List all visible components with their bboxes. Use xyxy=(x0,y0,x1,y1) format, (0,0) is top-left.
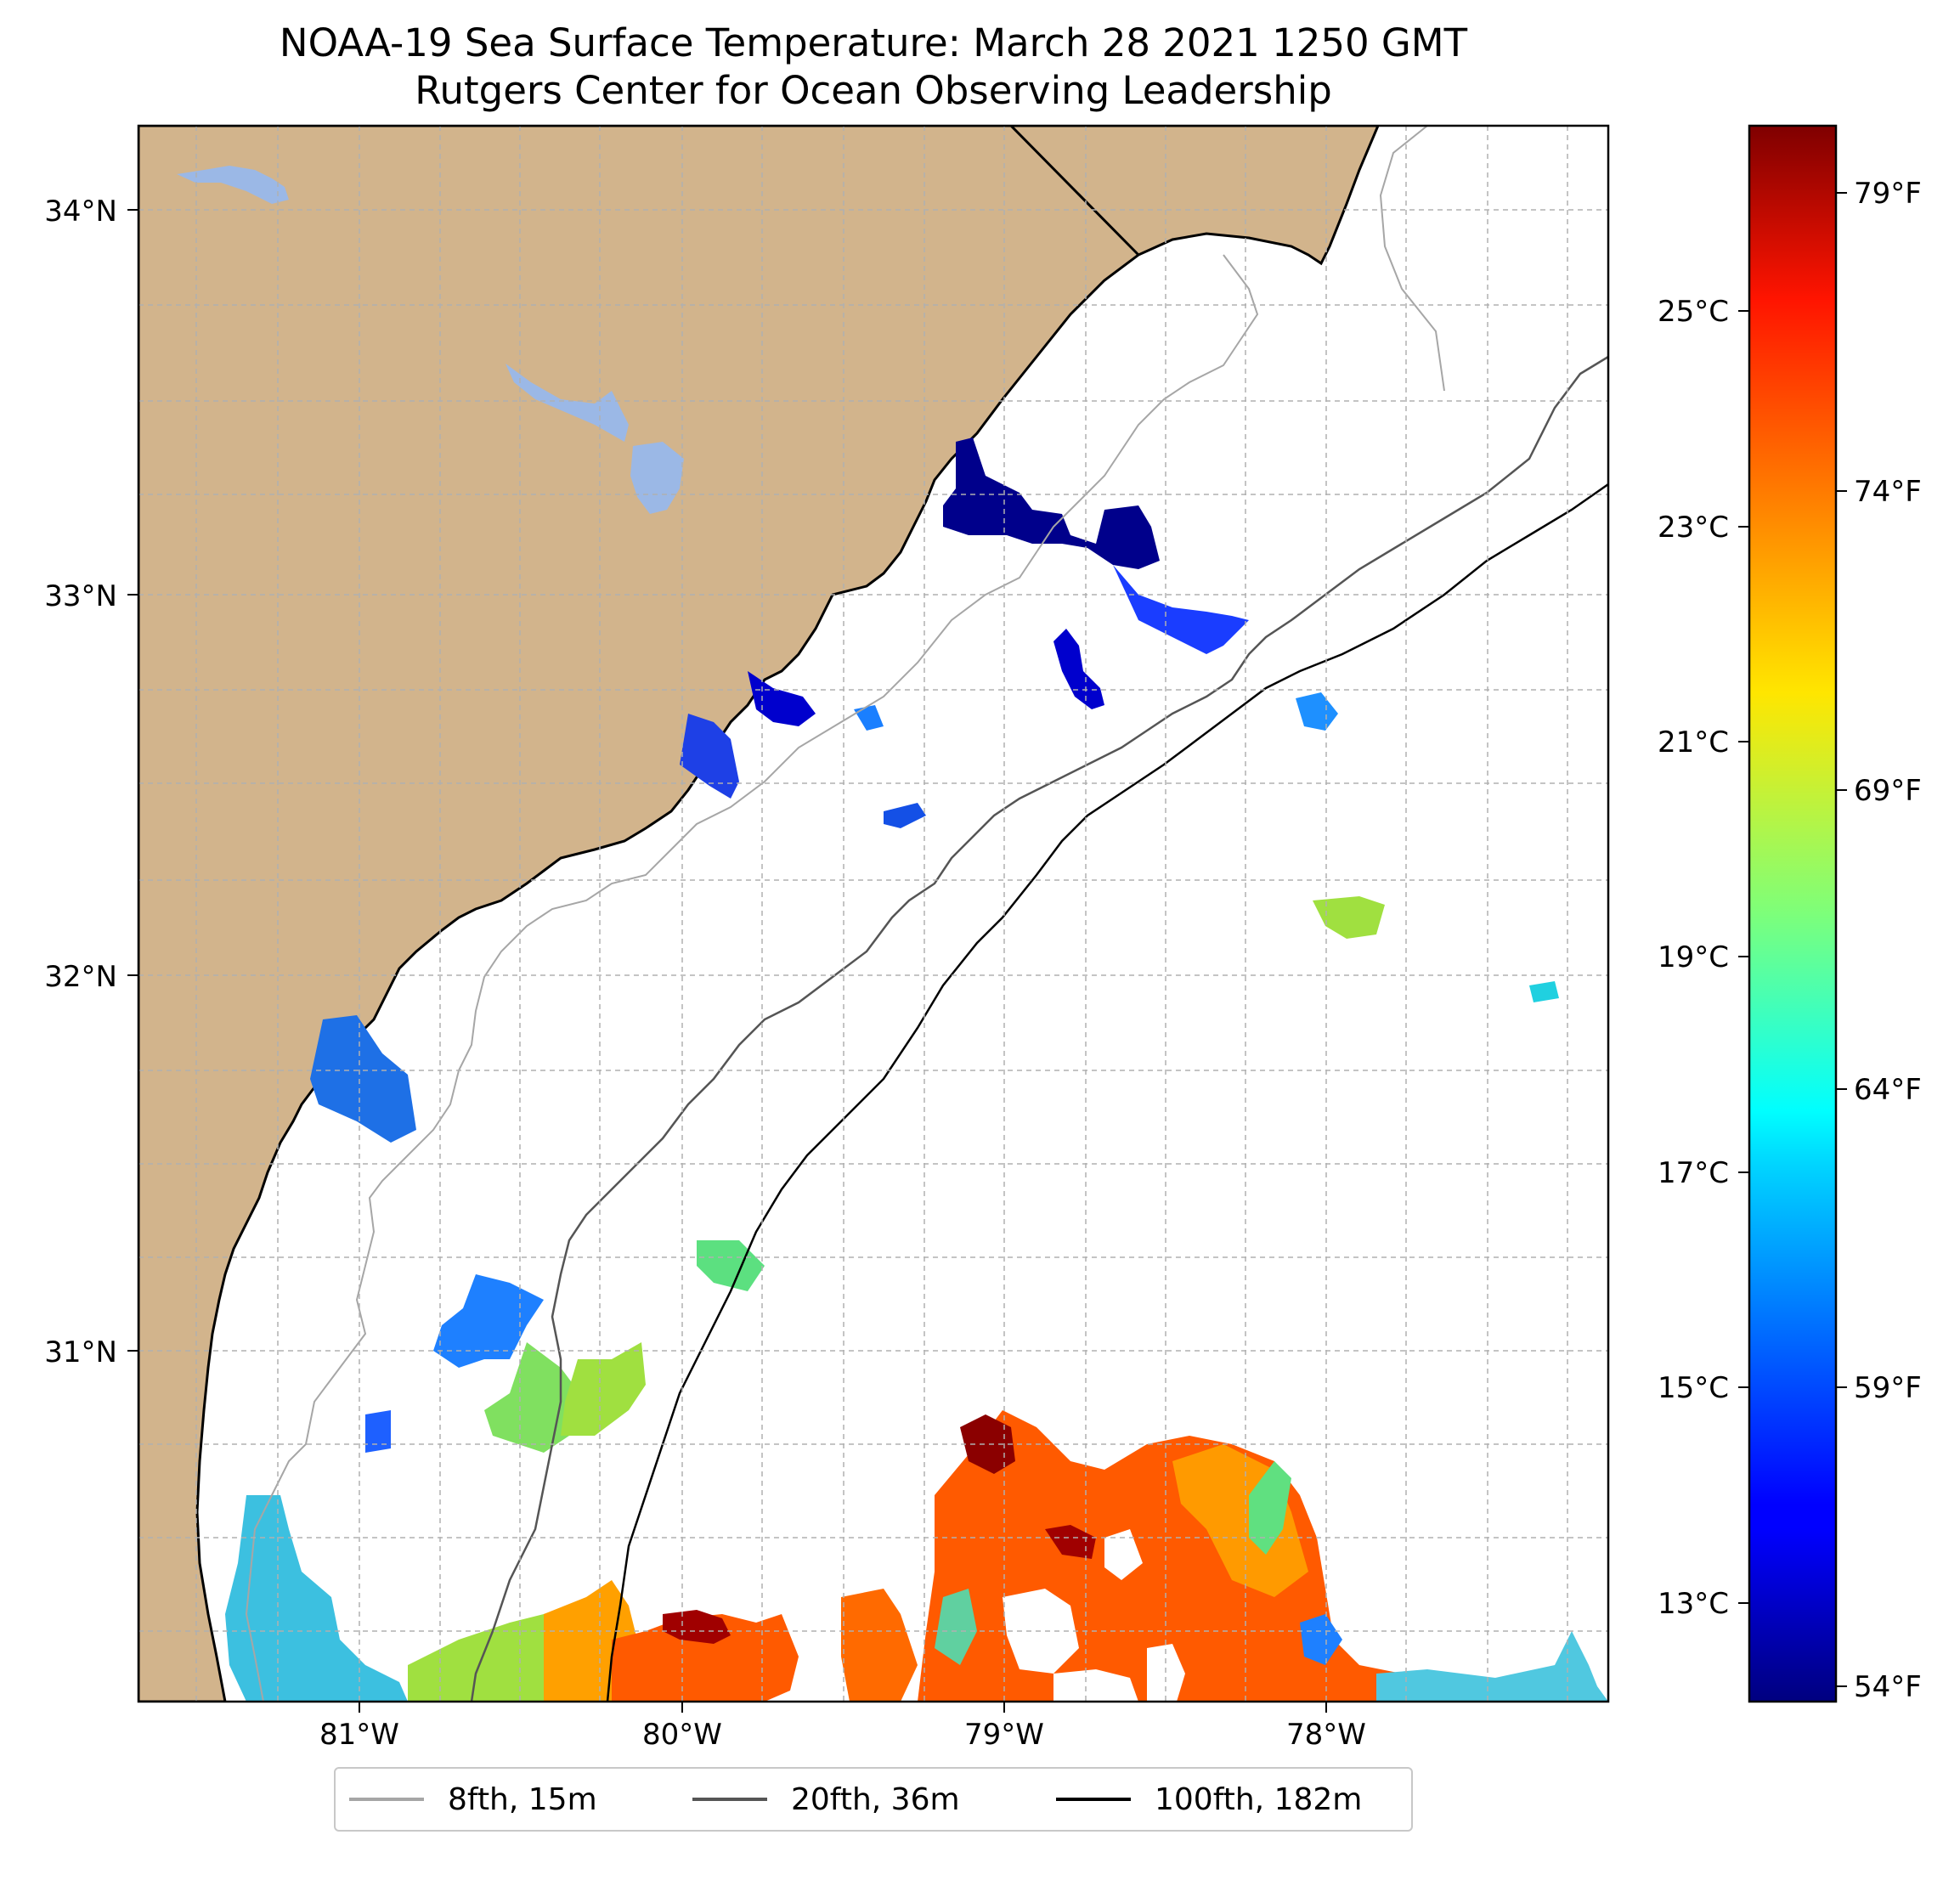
legend-line-8fth xyxy=(349,1798,424,1801)
map-area xyxy=(138,126,1608,1702)
lat-label-32n: 32°N xyxy=(44,960,117,994)
cbar-label-69f: 69°F xyxy=(1854,774,1922,808)
cbar-label-13c: 13°C xyxy=(1658,1587,1729,1621)
cbar-label-79f: 79°F xyxy=(1854,177,1922,211)
lake-marion xyxy=(506,364,629,442)
state-boundary xyxy=(1009,126,1140,257)
cbar-label-17c: 17°C xyxy=(1658,1156,1729,1190)
legend-item-20fth: 20fth, 36m xyxy=(692,1769,960,1830)
lake-moultrie xyxy=(630,442,684,514)
cbar-label-23c: 23°C xyxy=(1658,511,1729,545)
cbar-label-15c: 15°C xyxy=(1658,1371,1729,1405)
legend-line-100fth xyxy=(1056,1798,1131,1801)
cbar-label-54f: 54°F xyxy=(1854,1670,1922,1704)
contour-100fth xyxy=(606,483,1608,1702)
legend-label-8fth: 8fth, 15m xyxy=(448,1781,597,1817)
map-subtitle: Rutgers Center for Ocean Observing Leade… xyxy=(415,68,1332,113)
legend-label-100fth: 100fth, 182m xyxy=(1155,1781,1363,1817)
cbar-label-25c: 25°C xyxy=(1658,295,1729,329)
colorbar-ticks xyxy=(1738,192,1847,1687)
lon-label-81w: 81°W xyxy=(319,1718,399,1752)
lon-label-79w: 79°W xyxy=(964,1718,1044,1752)
cbar-label-59f: 59°F xyxy=(1854,1371,1922,1405)
legend-item-100fth: 100fth, 182m xyxy=(1056,1769,1362,1830)
colorbar xyxy=(1748,124,1838,1703)
lat-label-33n: 33°N xyxy=(44,579,117,613)
cbar-label-64f: 64°F xyxy=(1854,1073,1922,1107)
lake-north xyxy=(177,166,289,204)
legend-line-20fth xyxy=(692,1798,767,1801)
cbar-label-74f: 74°F xyxy=(1854,475,1922,509)
lat-label-31n: 31°N xyxy=(44,1335,117,1369)
land xyxy=(138,126,1380,1702)
legend-label-20fth: 20fth, 36m xyxy=(791,1781,960,1817)
axis-ticks xyxy=(127,209,1327,1713)
lon-label-80w: 80°W xyxy=(642,1718,722,1752)
contour-legend: 8fth, 15m 20fth, 36m 100fth, 182m xyxy=(334,1767,1413,1832)
cbar-label-19c: 19°C xyxy=(1658,940,1729,974)
cbar-label-21c: 21°C xyxy=(1658,725,1729,759)
lon-label-78w: 78°W xyxy=(1286,1718,1366,1752)
gridlines xyxy=(138,126,1608,1702)
map-frame xyxy=(137,124,1610,1703)
legend-item-8fth: 8fth, 15m xyxy=(349,1769,597,1830)
contour-8fth xyxy=(245,126,1445,1702)
lat-label-34n: 34°N xyxy=(44,195,117,229)
map-title: NOAA-19 Sea Surface Temperature: March 2… xyxy=(279,20,1468,65)
